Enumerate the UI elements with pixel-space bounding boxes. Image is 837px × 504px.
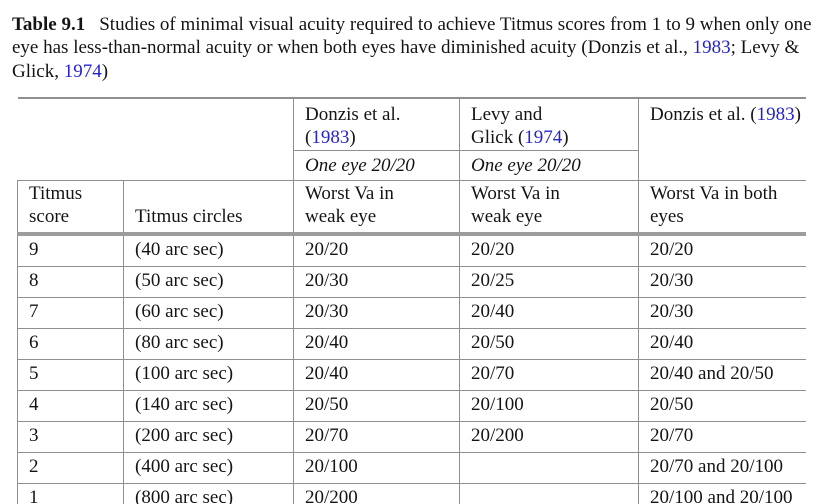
caption-text-3: ): [101, 60, 109, 82]
cell-donzis-both: 20/40: [638, 328, 806, 361]
cell-circles: (50 arc sec): [123, 266, 294, 299]
cell-donzis-both: 20/30: [638, 266, 806, 299]
caption-text-1: Studies of minimal visual acuity require…: [12, 14, 812, 59]
cell-donzis-weak: 20/100: [293, 452, 460, 485]
table-row: 4 (140 arc sec) 20/50 20/100 20/50: [17, 390, 806, 423]
table-row: 6 (80 arc sec) 20/40 20/50 20/40: [17, 328, 806, 361]
reference-link-1983[interactable]: 1983: [692, 37, 731, 59]
cell-donzis-weak: 20/50: [293, 390, 460, 423]
cell-donzis-weak: 20/20: [293, 234, 460, 268]
cell-donzis-weak: 20/30: [293, 297, 460, 330]
acuity-table: Donzis et al. (1983) Levy and Glick (197…: [17, 97, 806, 504]
cell-score: 2: [17, 452, 124, 485]
cell-donzis-both: 20/70: [638, 421, 806, 454]
cell-donzis-weak: 20/30: [293, 266, 460, 299]
cell-levy-weak: 20/100: [459, 390, 639, 423]
cell-donzis-weak: 20/40: [293, 359, 460, 392]
cell-circles: (200 arc sec): [123, 421, 294, 454]
header-study-donzis-both: Donzis et al. (1983): [638, 98, 806, 182]
table-row: 1 (800 arc sec) 20/200 20/100 and 20/100: [17, 483, 806, 504]
colheader-titmus-score: Titmus score: [17, 180, 124, 237]
table-row: 2 (400 arc sec) 20/100 20/70 and 20/100: [17, 452, 806, 485]
cell-donzis-both: 20/50: [638, 390, 806, 423]
header-subtitle-row: One eye 20/20 One eye 20/20: [18, 150, 806, 182]
reference-link-1974[interactable]: 1974: [63, 60, 102, 82]
cell-circles: (800 arc sec): [123, 483, 294, 504]
reference-link-1974[interactable]: 1974: [524, 127, 563, 149]
cell-donzis-both: 20/100 and 20/100: [638, 483, 806, 504]
header-subtitle-donzis: One eye 20/20: [293, 150, 460, 182]
cell-score: 9: [17, 234, 124, 268]
cell-circles: (80 arc sec): [123, 328, 294, 361]
cell-donzis-weak: 20/70: [293, 421, 460, 454]
header-studies-row: Donzis et al. (1983) Levy and Glick (197…: [17, 98, 806, 182]
study-name: Donzis et al.: [305, 104, 401, 126]
cell-circles: (40 arc sec): [123, 234, 294, 268]
column-header-row: Titmus score Titmus circles Worst Va in we…: [17, 180, 806, 237]
cell-levy-weak: [459, 452, 639, 485]
header-study-levy-glick: Levy and Glick (1974): [459, 98, 639, 152]
cell-circles: (140 arc sec): [123, 390, 294, 423]
cell-levy-weak: 20/25: [459, 266, 639, 299]
table-row: 9 (40 arc sec) 20/20 20/20 20/20: [17, 234, 806, 268]
study-name: Levy and: [471, 104, 543, 126]
cell-levy-weak: 20/40: [459, 297, 639, 330]
cell-circles: (100 arc sec): [123, 359, 294, 392]
header-corner-cell: [17, 98, 294, 182]
table-row: 3 (200 arc sec) 20/70 20/200 20/70: [17, 421, 806, 454]
colheader-worst-va-weak-levy: Worst Va in weak eye: [459, 180, 639, 237]
cell-score: 8: [17, 266, 124, 299]
table-row: 8 (50 arc sec) 20/30 20/25 20/30: [17, 266, 806, 299]
cell-levy-weak: 20/70: [459, 359, 639, 392]
header-subtitle-levy: One eye 20/20: [459, 150, 639, 182]
cell-levy-weak: [459, 483, 639, 504]
cell-donzis-weak: 20/200: [293, 483, 460, 504]
cell-donzis-both: 20/20: [638, 234, 806, 268]
caption-text-2: ; Levy & Glick,: [12, 37, 800, 82]
cell-circles: (400 arc sec): [123, 452, 294, 485]
cell-levy-weak: 20/20: [459, 234, 639, 268]
cell-donzis-both: 20/70 and 20/100: [638, 452, 806, 485]
colheader-worst-va-weak-donzis: Worst Va in weak eye: [293, 180, 460, 237]
reference-link-1983[interactable]: 1983: [756, 104, 795, 126]
cell-donzis-weak: 20/40: [293, 328, 460, 361]
table-caption: Table 9.1 Studies of minimal visual acuit…: [12, 13, 824, 83]
cell-score: 6: [17, 328, 124, 361]
table-row: 7 (60 arc sec) 20/30 20/40 20/30: [17, 297, 806, 330]
cell-circles: (60 arc sec): [123, 297, 294, 330]
cell-score: 5: [17, 359, 124, 392]
colheader-titmus-circles: Titmus circles: [123, 180, 294, 237]
colheader-worst-va-both: Worst Va in both eyes: [638, 180, 806, 237]
cell-levy-weak: 20/200: [459, 421, 639, 454]
caption-label: Table 9.1: [12, 14, 86, 35]
cell-donzis-both: 20/40 and 20/50: [638, 359, 806, 392]
table-row: 5 (100 arc sec) 20/40 20/70 20/40 and 20…: [17, 359, 806, 392]
cell-donzis-both: 20/30: [638, 297, 806, 330]
cell-score: 7: [17, 297, 124, 330]
cell-levy-weak: 20/50: [459, 328, 639, 361]
reference-link-1983[interactable]: 1983: [311, 127, 350, 149]
cell-score: 3: [17, 421, 124, 454]
header-study-donzis-weak: Donzis et al. (1983): [293, 98, 460, 152]
cell-score: 1: [17, 483, 124, 504]
cell-score: 4: [17, 390, 124, 423]
